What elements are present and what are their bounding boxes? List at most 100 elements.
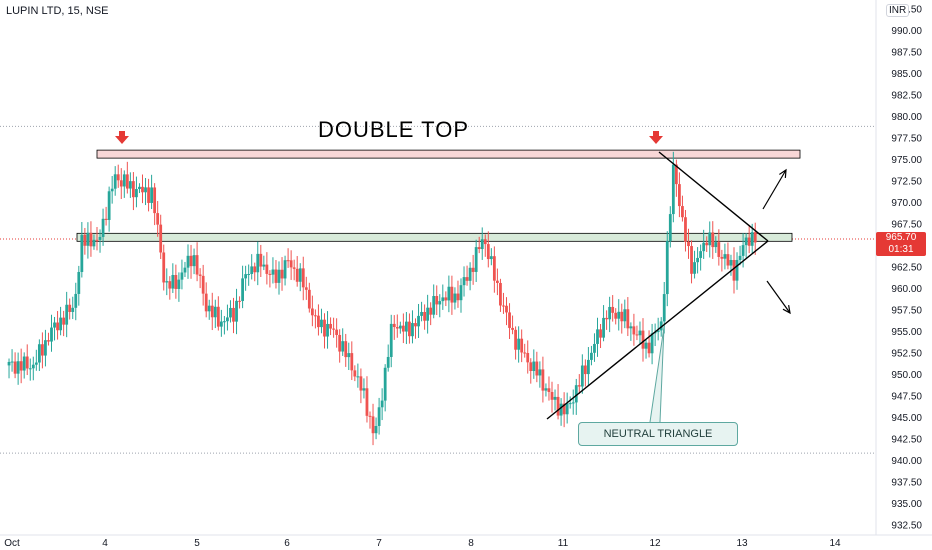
candle-body: [83, 234, 87, 246]
y-tick-label: 970.00: [891, 198, 922, 209]
candle-body: [623, 309, 627, 322]
candle-body: [577, 385, 581, 387]
candle-body: [674, 164, 678, 185]
candle-body: [56, 322, 59, 331]
candle-body: [132, 181, 135, 198]
candle-body: [314, 315, 317, 317]
candle-body: [241, 278, 244, 302]
candle-body: [138, 186, 141, 190]
candle-body: [668, 214, 672, 242]
candle-body: [450, 286, 454, 303]
x-tick-label: 12: [649, 538, 661, 549]
candle-body: [544, 388, 548, 391]
candle-body: [368, 415, 372, 417]
candle-body: [717, 242, 721, 257]
candle-body: [198, 274, 202, 276]
candle-body: [662, 294, 666, 322]
candle-body: [659, 321, 663, 331]
candle-body: [226, 317, 229, 322]
candle-body: [678, 184, 681, 207]
double-top-text: DOUBLE TOP: [318, 117, 470, 142]
candle-body: [277, 269, 281, 283]
candle-body: [535, 361, 539, 376]
candle-body: [593, 343, 596, 353]
candle-body: [329, 323, 332, 329]
candle-body: [380, 400, 384, 408]
candle-body: [74, 293, 78, 308]
candle-body: [426, 307, 430, 321]
candle-body: [468, 267, 472, 281]
candle-body: [62, 317, 66, 325]
candle-body: [10, 361, 14, 363]
candle-body: [517, 338, 521, 350]
y-tick-label: 955.00: [891, 327, 922, 338]
candle-body: [408, 321, 411, 337]
candle-body: [665, 241, 669, 295]
y-tick-label: 980.00: [891, 112, 922, 123]
candle-body: [441, 297, 445, 302]
candle-body: [599, 329, 602, 338]
candle-body: [19, 361, 23, 371]
candle-body: [335, 329, 339, 335]
candle-body: [189, 255, 193, 267]
candle-body: [477, 247, 481, 250]
candle-body: [34, 362, 38, 365]
candle-body: [641, 330, 645, 349]
candle-body: [620, 311, 624, 322]
callout-pointer: [649, 326, 665, 423]
candle-body: [489, 256, 493, 260]
candle-body: [726, 254, 730, 266]
candle-body: [268, 273, 272, 275]
candle-body: [180, 272, 184, 280]
y-tick-label: 940.00: [891, 456, 922, 467]
candle-body: [59, 317, 62, 331]
candle-body: [304, 287, 308, 290]
candle-body: [144, 187, 147, 193]
candle-body: [219, 321, 223, 327]
candle-body: [590, 352, 593, 360]
x-tick-label: 11: [558, 538, 569, 549]
candle-body: [280, 269, 284, 279]
breakout-down-arrow-head: [782, 305, 791, 315]
candle-body: [107, 191, 111, 220]
candle-body: [587, 359, 590, 375]
candle-body: [532, 361, 536, 372]
candle-body: [338, 334, 342, 352]
candle-body: [341, 341, 345, 352]
candle-body: [365, 388, 369, 416]
candle-body: [110, 188, 114, 192]
candle-body: [562, 403, 566, 415]
candle-body: [420, 311, 423, 316]
candle-body: [53, 322, 56, 328]
candle-body: [392, 323, 396, 328]
candle-body: [174, 275, 178, 289]
candle-body: [16, 361, 20, 374]
y-tick-label: 957.50: [891, 306, 922, 317]
candle-body: [247, 274, 251, 276]
candle-body: [298, 268, 302, 282]
candle-body: [147, 187, 150, 203]
y-tick-label: 985.00: [891, 69, 922, 80]
candle-body: [435, 296, 439, 305]
triangle-upper-line: [658, 151, 769, 242]
candle-body: [77, 271, 81, 294]
candle-body: [353, 370, 357, 377]
triangle-lower-line: [546, 240, 769, 420]
y-tick-label: 990.00: [891, 26, 922, 37]
candle-body: [347, 353, 351, 358]
candle-body: [159, 224, 163, 253]
candle-body: [68, 304, 72, 312]
x-tick-label: 13: [736, 538, 748, 549]
candle-body: [538, 369, 542, 376]
candle-body: [496, 280, 499, 283]
candle-body: [104, 218, 108, 220]
currency-badge[interactable]: INR: [886, 4, 910, 17]
candle-body: [520, 338, 524, 353]
candle-body: [750, 232, 754, 246]
candle-body: [632, 326, 636, 335]
y-tick-label: 945.00: [891, 413, 922, 424]
candle-body: [744, 237, 748, 246]
candle-body: [274, 269, 278, 283]
candle-body: [301, 268, 305, 288]
candle-body: [720, 256, 724, 259]
